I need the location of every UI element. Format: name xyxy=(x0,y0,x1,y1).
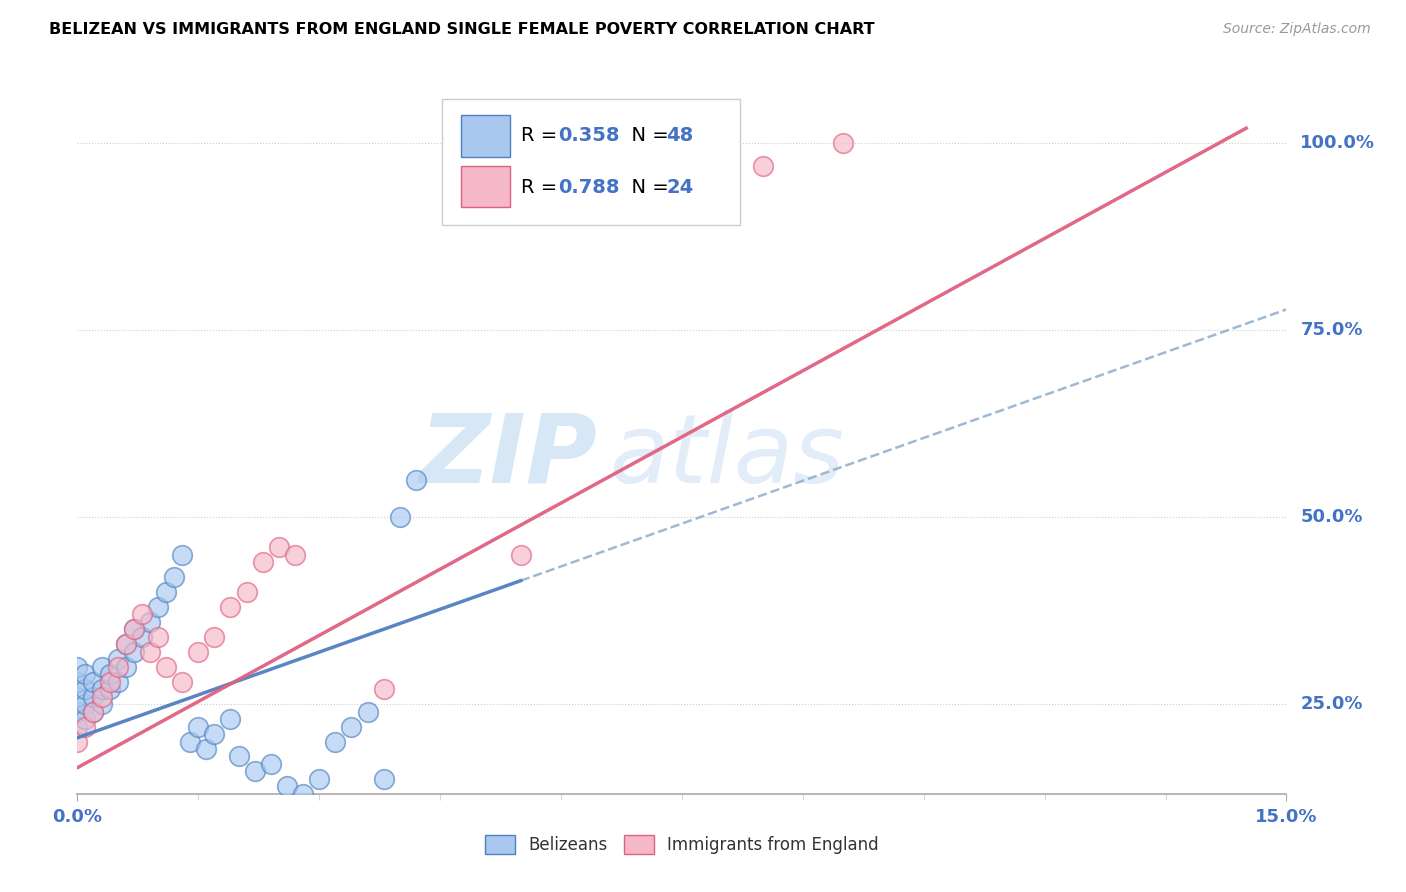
Point xyxy=(75,667,97,681)
Point xyxy=(66,690,89,704)
Point xyxy=(195,742,218,756)
Point xyxy=(356,705,378,719)
Point xyxy=(429,824,451,838)
Point xyxy=(373,772,395,786)
Point xyxy=(75,682,97,697)
Text: 25.0%: 25.0% xyxy=(1301,695,1362,713)
Point xyxy=(82,705,104,719)
Legend: Belizeans, Immigrants from England: Belizeans, Immigrants from England xyxy=(478,829,886,861)
Point xyxy=(219,712,242,726)
Text: ZIP: ZIP xyxy=(419,410,598,503)
Point xyxy=(75,712,97,726)
Text: N =: N = xyxy=(619,126,675,145)
Point xyxy=(163,570,186,584)
Point xyxy=(340,720,363,734)
Point xyxy=(114,637,136,651)
Point xyxy=(66,674,89,689)
Point xyxy=(470,809,492,823)
Point xyxy=(139,645,162,659)
FancyBboxPatch shape xyxy=(461,115,510,157)
Point xyxy=(202,727,225,741)
Point xyxy=(155,659,177,673)
Point xyxy=(122,623,145,637)
Point xyxy=(90,682,112,697)
FancyBboxPatch shape xyxy=(461,166,510,207)
Point xyxy=(187,645,209,659)
Point xyxy=(509,548,531,562)
Point xyxy=(90,690,112,704)
Point xyxy=(292,787,315,801)
Text: R =: R = xyxy=(522,126,564,145)
Point xyxy=(323,734,346,748)
Point xyxy=(228,749,250,764)
Point xyxy=(243,764,266,779)
Point xyxy=(260,756,283,771)
Point xyxy=(107,652,129,666)
Text: BELIZEAN VS IMMIGRANTS FROM ENGLAND SINGLE FEMALE POVERTY CORRELATION CHART: BELIZEAN VS IMMIGRANTS FROM ENGLAND SING… xyxy=(49,22,875,37)
Point xyxy=(82,690,104,704)
Point xyxy=(90,697,112,711)
Text: 0.358: 0.358 xyxy=(558,126,620,145)
Point xyxy=(172,674,194,689)
Point xyxy=(139,615,162,629)
Point xyxy=(66,705,89,719)
Point xyxy=(267,540,290,554)
Point xyxy=(131,607,153,622)
Text: 100.0%: 100.0% xyxy=(1301,134,1375,153)
Point xyxy=(114,659,136,673)
Point xyxy=(82,674,104,689)
Point xyxy=(98,667,121,681)
Text: 0.788: 0.788 xyxy=(558,178,620,196)
Point xyxy=(122,623,145,637)
Point xyxy=(172,548,194,562)
Point xyxy=(146,630,169,644)
Point xyxy=(131,630,153,644)
Text: 48: 48 xyxy=(666,126,693,145)
Point xyxy=(235,585,257,599)
Point xyxy=(66,720,89,734)
Point xyxy=(276,780,298,794)
Point xyxy=(66,734,89,748)
Point xyxy=(751,159,773,173)
Point xyxy=(202,630,225,644)
Text: 24: 24 xyxy=(666,178,693,196)
Text: R =: R = xyxy=(522,178,564,196)
Point xyxy=(75,697,97,711)
Point xyxy=(82,705,104,719)
Point xyxy=(252,555,274,569)
Point xyxy=(219,599,242,614)
Point xyxy=(179,734,201,748)
FancyBboxPatch shape xyxy=(443,99,740,225)
Point xyxy=(90,659,112,673)
Point xyxy=(66,659,89,673)
Point xyxy=(284,548,307,562)
Point xyxy=(187,720,209,734)
Text: Source: ZipAtlas.com: Source: ZipAtlas.com xyxy=(1223,22,1371,37)
Point xyxy=(98,682,121,697)
Point xyxy=(373,682,395,697)
Point xyxy=(98,674,121,689)
Point xyxy=(388,510,411,524)
Point xyxy=(107,659,129,673)
Point xyxy=(75,720,97,734)
Text: 75.0%: 75.0% xyxy=(1301,321,1362,339)
Point xyxy=(107,674,129,689)
Point xyxy=(405,473,427,487)
Point xyxy=(155,585,177,599)
Text: N =: N = xyxy=(619,178,675,196)
Text: 50.0%: 50.0% xyxy=(1301,508,1362,526)
Point xyxy=(146,599,169,614)
Point xyxy=(114,637,136,651)
Point xyxy=(832,136,855,150)
Point xyxy=(308,772,330,786)
Text: atlas: atlas xyxy=(609,410,845,503)
Point xyxy=(122,645,145,659)
